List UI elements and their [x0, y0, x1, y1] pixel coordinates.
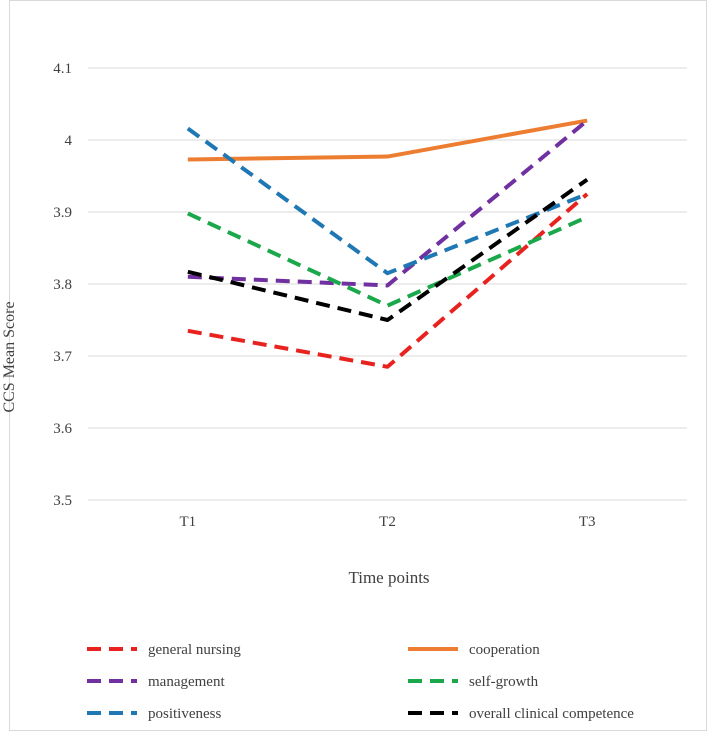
- y-axis-label: CCS Mean Score: [1, 301, 18, 412]
- legend-label-3: self-growth: [469, 674, 539, 690]
- legend-label-0: general nursing: [148, 642, 241, 658]
- legend-label-4: positiveness: [148, 706, 221, 722]
- chart-border: [9, 0, 707, 731]
- y-tick-label: 4: [65, 133, 73, 149]
- x-axis-label: Time points: [348, 568, 429, 587]
- series-line-3: [186, 211, 588, 308]
- y-tick-label: 3.8: [53, 277, 72, 293]
- y-tick-label: 3.6: [53, 421, 72, 437]
- series-line-1: [187, 118, 588, 162]
- gridlines: [88, 67, 687, 501]
- x-tick-label: T1: [179, 514, 196, 530]
- legend-label-5: overall clinical competence: [469, 706, 634, 722]
- series-line-4: [186, 126, 588, 276]
- y-tick-label: 3.7: [53, 349, 72, 365]
- series-lines: [186, 118, 589, 369]
- x-tick-label: T3: [579, 514, 596, 530]
- y-tick-label: 3.9: [53, 205, 72, 221]
- series-line-5: [187, 177, 589, 322]
- legend-label-1: cooperation: [469, 642, 540, 658]
- y-tick-label: 3.5: [53, 493, 72, 509]
- legend-label-2: management: [148, 674, 225, 690]
- series-line-2: [187, 119, 589, 288]
- y-tick-labels: 3.5 3.6 3.7 3.8 3.9 4 4.1: [53, 61, 72, 509]
- series-line-0: [187, 192, 589, 369]
- x-tick-label: T2: [379, 514, 396, 530]
- x-tick-labels: T1 T2 T3: [179, 514, 595, 530]
- legend: general nursing cooperation management self…: [87, 642, 634, 722]
- y-tick-label: 4.1: [53, 61, 72, 77]
